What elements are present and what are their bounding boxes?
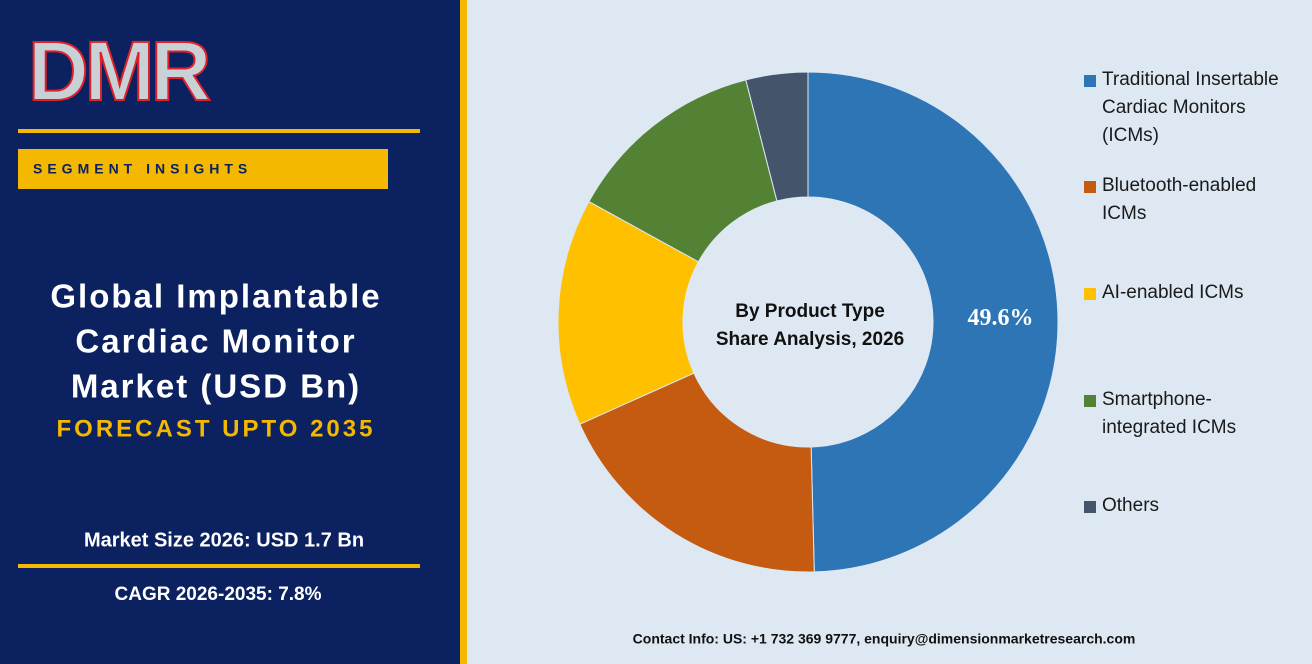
- rule: [18, 129, 420, 133]
- value-label: 49.6%: [967, 305, 1033, 331]
- legend-label: Traditional Insertable Cardiac Monitors …: [1102, 69, 1279, 146]
- legend-swatch: [1084, 181, 1096, 193]
- forecast: FORECAST UPTO 2035: [57, 415, 376, 442]
- legend-label: Bluetooth-enabled ICMs: [1102, 175, 1257, 224]
- slice: [745, 71, 809, 202]
- rule: [18, 564, 420, 568]
- legend-swatch: [1084, 75, 1096, 87]
- market-size: Market Size 2026: USD 1.7 Bn: [84, 529, 364, 551]
- legend-swatch: [1084, 395, 1096, 407]
- tag: SEGMENT INSIGHTS: [33, 161, 252, 177]
- legend-entry: Traditional Insertable Cardiac Monitors …: [1102, 69, 1279, 146]
- cagr: CAGR 2026-2035: 7.8%: [115, 584, 322, 605]
- legend-entry: Smartphone-integrated ICMs: [1102, 389, 1237, 438]
- legend-swatch: [1084, 288, 1096, 300]
- legend-entry: Bluetooth-enabled ICMs: [1102, 175, 1257, 224]
- center-text: By Product Type: [735, 301, 885, 322]
- heading: Global Implantable: [50, 278, 381, 315]
- slice: [557, 200, 700, 425]
- legend-label: Others: [1102, 495, 1160, 516]
- heading: Market (USD Bn): [71, 368, 361, 405]
- heading: Cardiac Monitor: [75, 323, 356, 360]
- donut: [557, 71, 1059, 573]
- slice: [579, 372, 815, 573]
- contact: Contact Info: US: +1 732 369 9777, enqui…: [633, 631, 1136, 647]
- legend-entry: AI-enabled ICMs: [1102, 282, 1244, 303]
- tag-box: [18, 149, 388, 189]
- slice: [588, 79, 778, 263]
- center-text: Share Analysis, 2026: [716, 329, 904, 350]
- divider: [460, 0, 467, 664]
- side-panel: [0, 0, 460, 664]
- logo: DMR: [28, 24, 210, 118]
- legend-swatch: [1084, 501, 1096, 513]
- legend-entry: Others: [1102, 495, 1160, 516]
- slice: [807, 71, 1059, 573]
- legend-label: AI-enabled ICMs: [1102, 282, 1244, 303]
- legend-label: Smartphone-integrated ICMs: [1102, 389, 1237, 438]
